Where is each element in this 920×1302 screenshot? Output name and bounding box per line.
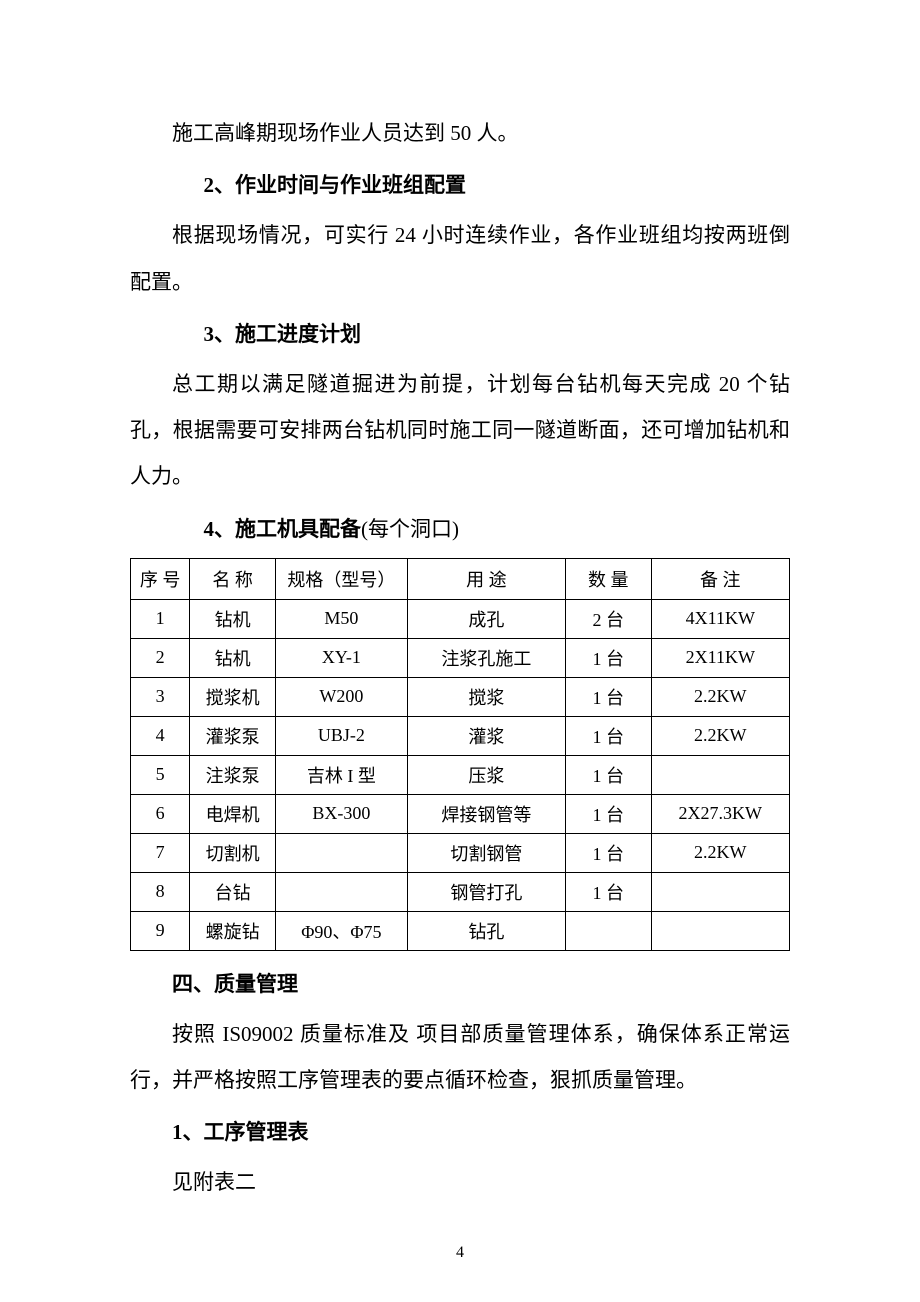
table-cell: 钻机: [190, 638, 276, 677]
table-cell: 搅浆: [407, 677, 565, 716]
table-cell: [651, 911, 789, 950]
table-cell: 8: [131, 872, 190, 911]
table-cell: 钻孔: [407, 911, 565, 950]
table-header-cell: 备 注: [651, 558, 789, 599]
table-row: 8台钻 钢管打孔1 台: [131, 872, 790, 911]
table-cell: 5: [131, 755, 190, 794]
table-cell: 4X11KW: [651, 599, 789, 638]
table-row: 9螺旋钻Φ90、Φ75钻孔: [131, 911, 790, 950]
table-cell: 搅浆机: [190, 677, 276, 716]
table-cell: 注浆孔施工: [407, 638, 565, 677]
table-cell: 灌浆泵: [190, 716, 276, 755]
table-cell: 1 台: [565, 677, 651, 716]
heading-3: 3、施工进度计划: [130, 311, 790, 357]
document-page: 施工高峰期现场作业人员达到 50 人。 2、作业时间与作业班组配置 根据现场情况…: [0, 0, 920, 1302]
table-row: 7切割机 切割钢管1 台2.2KW: [131, 833, 790, 872]
table-row: 3搅浆机W200搅浆1 台2.2KW: [131, 677, 790, 716]
table-row: 4灌浆泵UBJ-2灌浆1 台2.2KW: [131, 716, 790, 755]
table-cell: UBJ-2: [275, 716, 407, 755]
table-cell: 2.2KW: [651, 677, 789, 716]
page-number: 4: [0, 1244, 920, 1262]
table-cell: M50: [275, 599, 407, 638]
table-cell: [275, 833, 407, 872]
table-cell: 吉林 I 型: [275, 755, 407, 794]
table-cell: [275, 872, 407, 911]
table-cell: [565, 911, 651, 950]
heading-4-title: 4、施工机具配备: [204, 517, 362, 541]
table-cell: 1 台: [565, 833, 651, 872]
table-body: 1钻机M50成孔2 台4X11KW2钻机XY-1注浆孔施工1 台2X11KW3搅…: [131, 599, 790, 950]
table-head: 序 号名 称规格（型号）用 途数 量备 注: [131, 558, 790, 599]
table-cell: 1 台: [565, 872, 651, 911]
heading-4-suffix: (每个洞口): [361, 517, 459, 541]
table-cell: 6: [131, 794, 190, 833]
table-cell: 2: [131, 638, 190, 677]
table-cell: 2X27.3KW: [651, 794, 789, 833]
equipment-table: 序 号名 称规格（型号）用 途数 量备 注 1钻机M50成孔2 台4X11KW2…: [130, 558, 790, 951]
table-cell: 2.2KW: [651, 833, 789, 872]
table-row: 6电焊机BX-300焊接钢管等1 台2X27.3KW: [131, 794, 790, 833]
table-cell: 1 台: [565, 755, 651, 794]
table-cell: 螺旋钻: [190, 911, 276, 950]
heading-2: 2、作业时间与作业班组配置: [130, 162, 790, 208]
table-cell: Φ90、Φ75: [275, 911, 407, 950]
table-header-cell: 序 号: [131, 558, 190, 599]
table-header-cell: 用 途: [407, 558, 565, 599]
table-header-cell: 名 称: [190, 558, 276, 599]
paragraph-2: 根据现场情况，可实行 24 小时连续作业，各作业班组均按两班倒配置。: [130, 212, 790, 304]
table-cell: XY-1: [275, 638, 407, 677]
heading-4: 4、施工机具配备(每个洞口): [130, 506, 790, 552]
table-cell: 1 台: [565, 794, 651, 833]
table-cell: 注浆泵: [190, 755, 276, 794]
table-cell: 4: [131, 716, 190, 755]
table-cell: 电焊机: [190, 794, 276, 833]
table-row: 5注浆泵吉林 I 型压浆1 台: [131, 755, 790, 794]
table-cell: [651, 872, 789, 911]
table-cell: 台钻: [190, 872, 276, 911]
table-row: 2钻机XY-1注浆孔施工1 台2X11KW: [131, 638, 790, 677]
heading-section-4: 四、质量管理: [130, 961, 790, 1007]
table-cell: 2.2KW: [651, 716, 789, 755]
table-header-row: 序 号名 称规格（型号）用 途数 量备 注: [131, 558, 790, 599]
table-cell: 焊接钢管等: [407, 794, 565, 833]
table-cell: 1 台: [565, 638, 651, 677]
table-cell: 钢管打孔: [407, 872, 565, 911]
table-cell: 3: [131, 677, 190, 716]
table-cell: 7: [131, 833, 190, 872]
table-cell: 切割钢管: [407, 833, 565, 872]
table-cell: 钻机: [190, 599, 276, 638]
table-cell: BX-300: [275, 794, 407, 833]
paragraph-5: 见附表二: [130, 1159, 790, 1205]
table-cell: 压浆: [407, 755, 565, 794]
heading-sub-1: 1、工序管理表: [130, 1109, 790, 1155]
paragraph-4: 按照 IS09002 质量标准及 项目部质量管理体系，确保体系正常运行，并严格按…: [130, 1011, 790, 1103]
table-cell: 2 台: [565, 599, 651, 638]
table-cell: 2X11KW: [651, 638, 789, 677]
table-cell: W200: [275, 677, 407, 716]
table-row: 1钻机M50成孔2 台4X11KW: [131, 599, 790, 638]
table-cell: 9: [131, 911, 190, 950]
table-header-cell: 数 量: [565, 558, 651, 599]
table-cell: 1 台: [565, 716, 651, 755]
table-cell: [651, 755, 789, 794]
paragraph-3: 总工期以满足隧道掘进为前提，计划每台钻机每天完成 20 个钻孔，根据需要可安排两…: [130, 361, 790, 500]
table-cell: 1: [131, 599, 190, 638]
table-header-cell: 规格（型号）: [275, 558, 407, 599]
table-cell: 切割机: [190, 833, 276, 872]
table-cell: 灌浆: [407, 716, 565, 755]
paragraph-intro: 施工高峰期现场作业人员达到 50 人。: [130, 110, 790, 156]
table-cell: 成孔: [407, 599, 565, 638]
